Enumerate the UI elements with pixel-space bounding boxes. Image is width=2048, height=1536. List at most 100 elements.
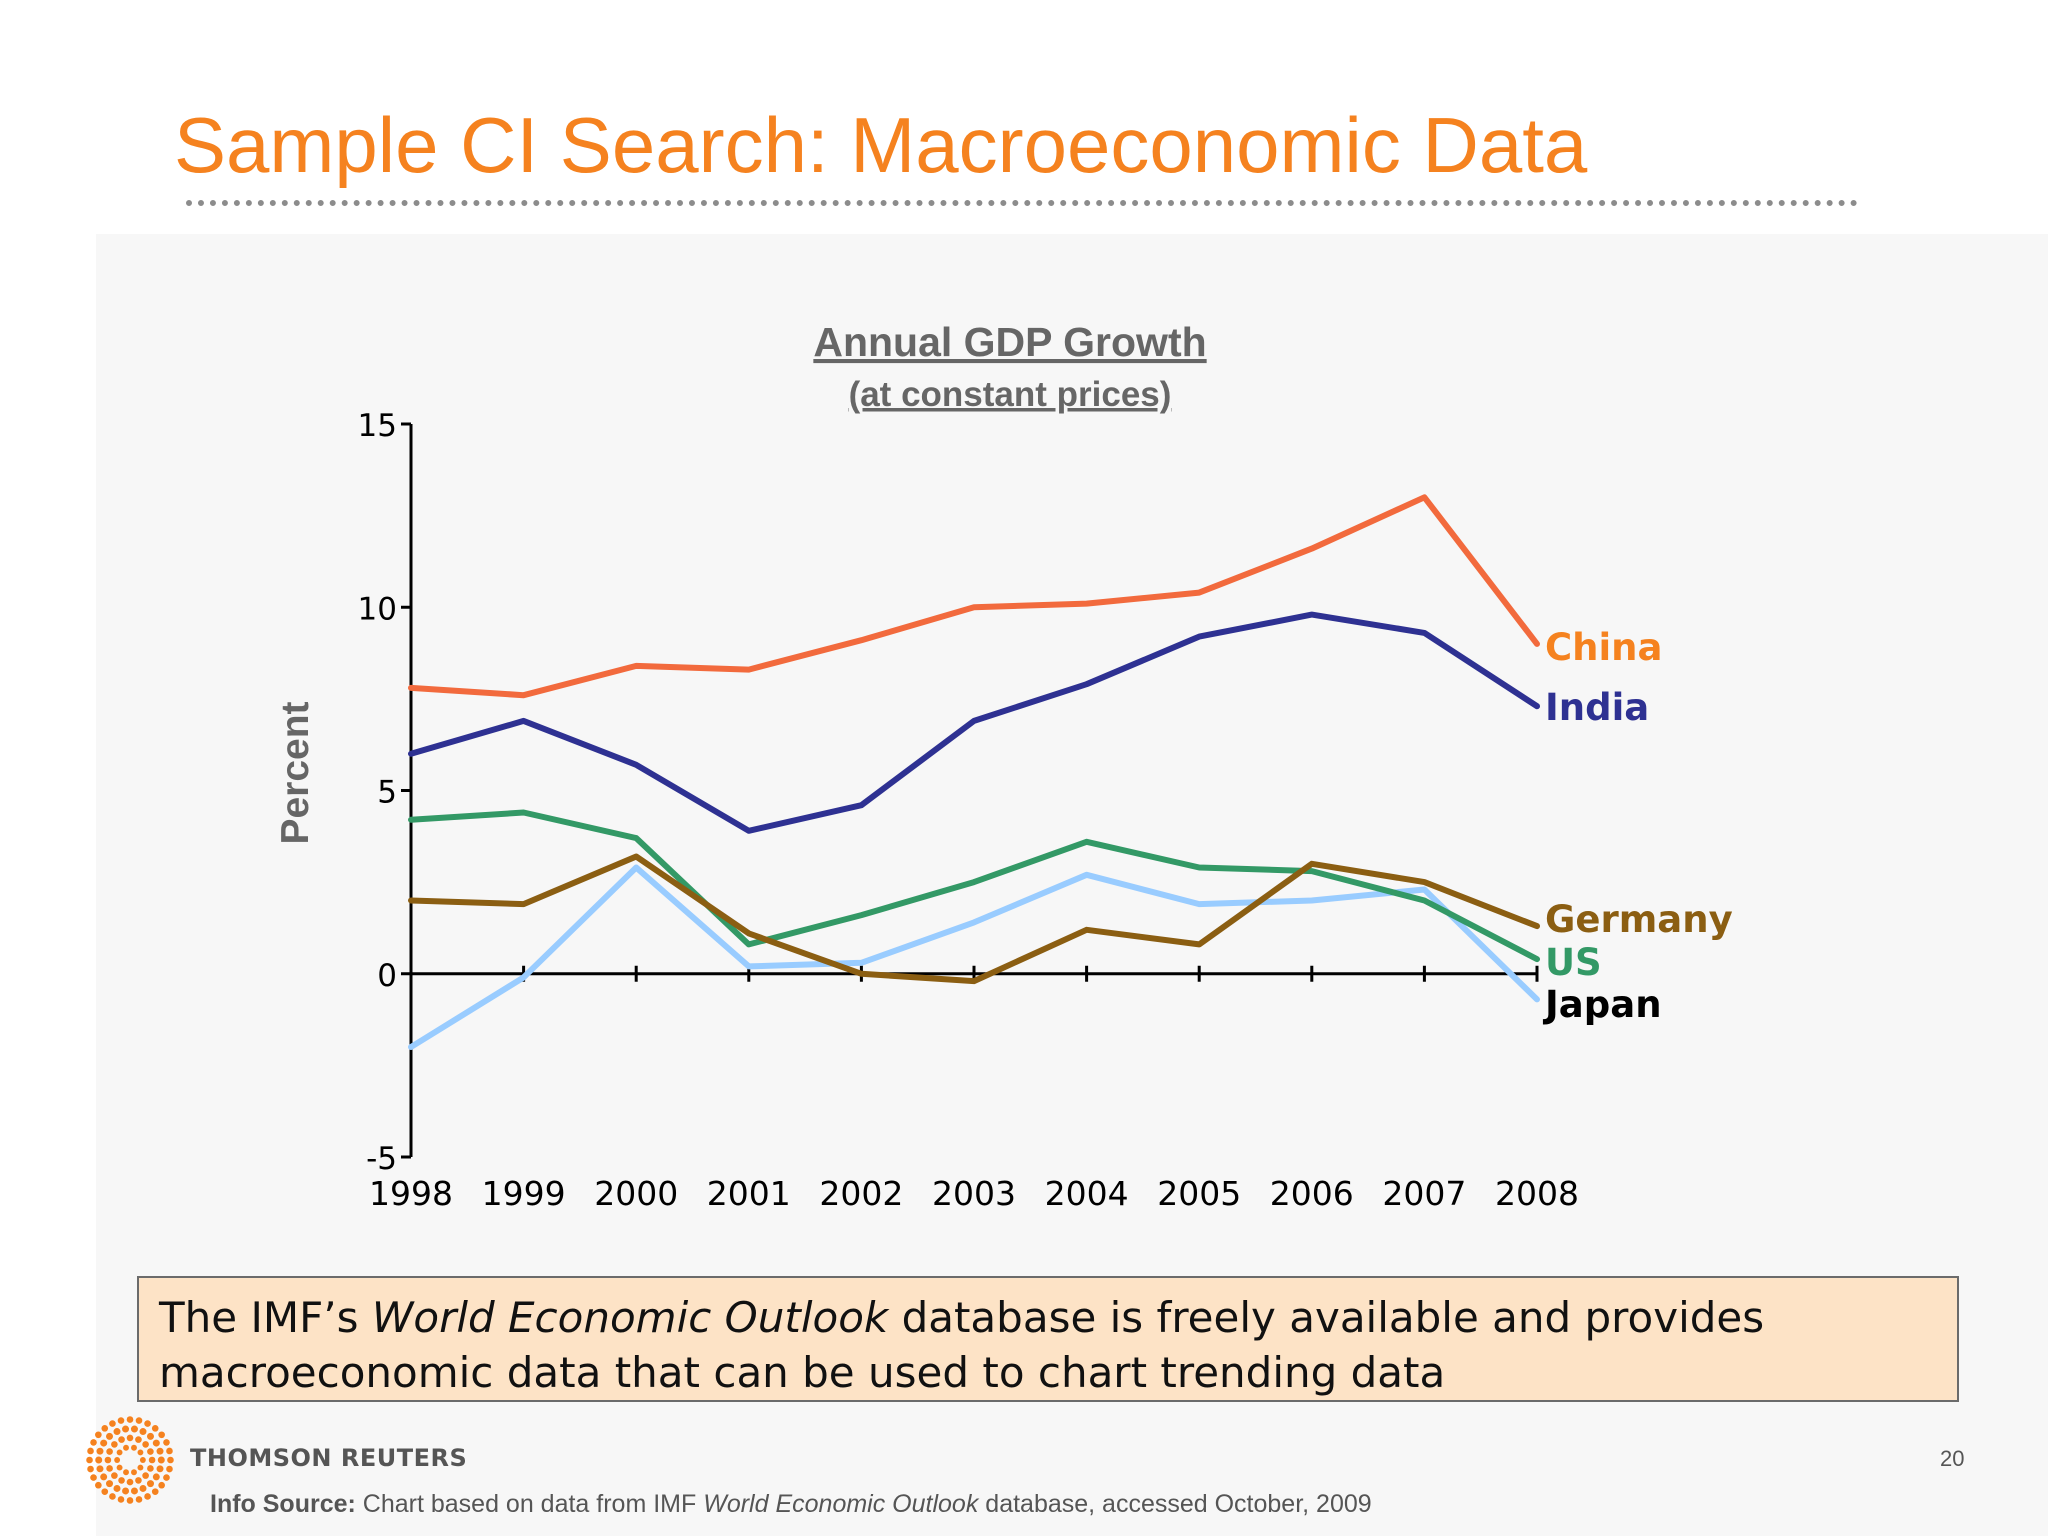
x-tick-label: 2005 <box>1157 1174 1241 1213</box>
callout-box: The IMF’s World Economic Outlook databas… <box>137 1276 1959 1402</box>
logo-dot <box>144 1420 151 1427</box>
logo-dot <box>142 1441 149 1448</box>
logo-dot <box>166 1447 173 1455</box>
logo-dot <box>109 1420 116 1427</box>
logo-dot <box>100 1473 108 1481</box>
logo-dot <box>95 1456 103 1464</box>
logo-dot <box>135 1417 143 1424</box>
logo-dot <box>114 1457 121 1463</box>
x-tick-label: 2004 <box>1045 1174 1129 1213</box>
info-source-text: Chart based on data from IMF <box>355 1490 704 1518</box>
series-line-us <box>408 809 1540 963</box>
logo-dot <box>104 1456 112 1464</box>
logo-dot <box>90 1474 97 1481</box>
logo-dot <box>152 1473 160 1481</box>
logo-dot <box>135 1436 142 1443</box>
logo-dot <box>131 1444 137 1451</box>
info-source-label: Info Source: <box>210 1490 356 1518</box>
logo-dot <box>151 1425 159 1432</box>
logo-dot <box>116 1464 123 1471</box>
callout-line-2: macroeconomic data that can be used to c… <box>159 1348 1446 1397</box>
logo-dot <box>113 1484 121 1492</box>
logo-dot <box>148 1456 156 1464</box>
series-line-germany <box>408 853 1540 985</box>
logo-dot <box>106 1480 114 1488</box>
logo-dot <box>118 1436 125 1443</box>
logo-dot <box>139 1428 147 1436</box>
thomson-reuters-logo-icon <box>86 1416 174 1504</box>
series-line-japan <box>408 864 1540 1050</box>
logo-dot <box>147 1448 154 1455</box>
x-tick-label: 1999 <box>482 1174 566 1213</box>
y-tick-label: 10 <box>358 591 397 627</box>
info-source-italic: World Economic Outlook <box>703 1490 979 1518</box>
logo-dot <box>139 1457 146 1463</box>
x-tick-label: 1998 <box>369 1174 453 1213</box>
logo-dot <box>123 1469 129 1476</box>
logo-dot <box>144 1493 151 1500</box>
x-tick-label: 2002 <box>819 1174 903 1213</box>
series-label-japan: Japan <box>1542 983 1662 1026</box>
logo-dot <box>106 1432 114 1440</box>
logo-dot <box>109 1493 116 1500</box>
logo-dot <box>111 1441 118 1448</box>
logo-dot <box>167 1456 174 1464</box>
gdp-growth-chart: Annual GDP Growth (at constant prices) Per… <box>274 319 1733 1213</box>
callout-text-italic: World Economic Outlook <box>371 1293 889 1342</box>
logo-dot <box>106 1465 113 1472</box>
series-line-china <box>408 494 1540 699</box>
x-tick-label: 2008 <box>1495 1174 1579 1213</box>
callout-text-suffix: database is freely available and provide… <box>888 1293 1765 1342</box>
logo-dot <box>90 1439 97 1446</box>
logo-dot <box>151 1488 159 1495</box>
callout-line-1: The IMF’s World Economic Outlook databas… <box>159 1290 1937 1345</box>
logo-dot <box>100 1439 108 1447</box>
logo-dot <box>166 1465 173 1473</box>
logo-dot <box>163 1439 170 1446</box>
logo-dot <box>87 1447 94 1455</box>
series-label-germany: Germany <box>1545 898 1733 941</box>
series-label-us: US <box>1545 941 1602 984</box>
logo-dot <box>147 1465 154 1472</box>
logo-dot <box>111 1472 118 1479</box>
chart-title: Annual GDP Growth <box>813 319 1206 365</box>
logo-dot <box>95 1431 102 1439</box>
logo-dot <box>122 1487 130 1495</box>
callout-text-prefix: The IMF’s <box>159 1293 372 1342</box>
x-tick-label: 2000 <box>594 1174 678 1213</box>
logo-dot <box>106 1448 113 1455</box>
logo-dot <box>157 1456 165 1464</box>
x-tick-label: 2007 <box>1382 1174 1466 1213</box>
x-tick-label: 2006 <box>1270 1174 1354 1213</box>
y-tick-label: 0 <box>377 958 397 994</box>
logo-dot <box>95 1481 102 1489</box>
logo-dot <box>126 1497 134 1504</box>
slide-title: Sample CI Search: Macroeconomic Data <box>174 101 1588 189</box>
series-label-china: China <box>1545 626 1663 669</box>
logo-dot <box>137 1449 144 1456</box>
logo-dot <box>130 1425 138 1433</box>
logo-dot <box>152 1439 160 1447</box>
logo-dot <box>86 1456 93 1464</box>
logo-dot <box>146 1432 154 1440</box>
y-tick-label: 15 <box>358 408 397 444</box>
series-label-india: India <box>1545 686 1649 729</box>
info-source-text-end: database, accessed October, 2009 <box>978 1490 1372 1518</box>
logo-dot <box>126 1478 134 1486</box>
logo-dot <box>130 1487 138 1495</box>
series-line-india <box>408 611 1540 834</box>
logo-dot <box>113 1428 121 1436</box>
logo-dot <box>87 1465 94 1473</box>
logo-dot <box>131 1469 137 1476</box>
logo-dot <box>135 1477 142 1484</box>
logo-dot <box>156 1447 164 1455</box>
brand-name: THOMSON REUTERS <box>190 1444 468 1472</box>
logo-dot <box>101 1425 109 1432</box>
x-tick-label: 2001 <box>707 1174 791 1213</box>
y-tick-label: 5 <box>377 775 397 811</box>
logo-dot <box>139 1484 147 1492</box>
logo-dot <box>126 1416 134 1423</box>
logo-dot <box>96 1447 104 1455</box>
logo-dot <box>126 1434 134 1442</box>
logo-dot <box>122 1425 130 1433</box>
